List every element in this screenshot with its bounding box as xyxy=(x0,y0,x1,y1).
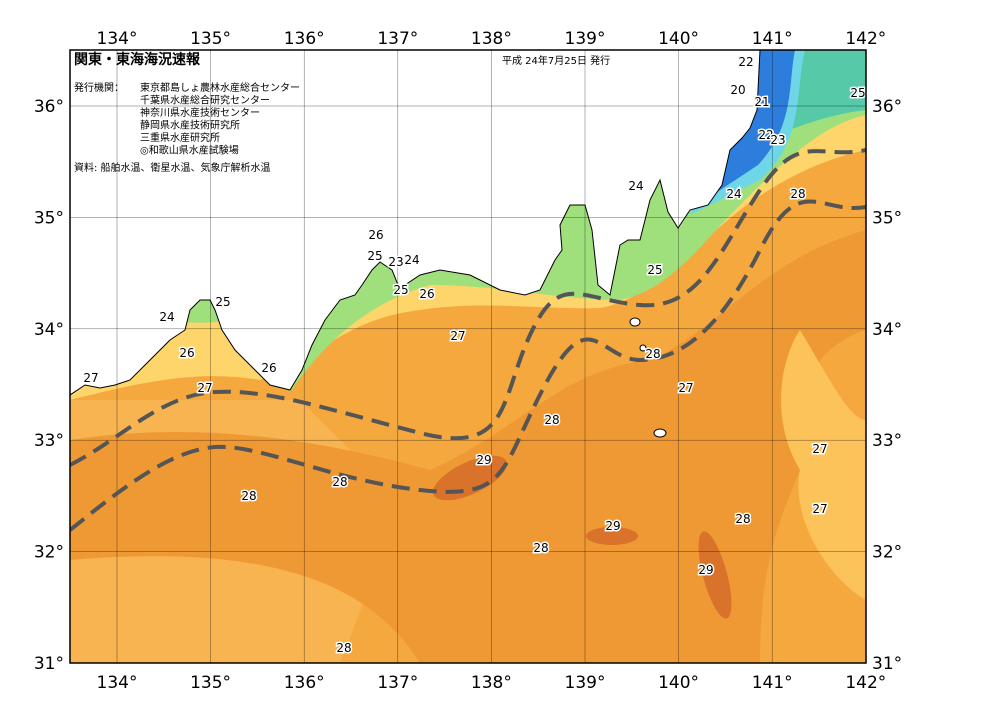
contour-label: 26 xyxy=(261,361,276,375)
warm-core xyxy=(698,531,732,619)
contour-label: 28 xyxy=(332,475,347,489)
lon-label: 135° xyxy=(190,29,231,49)
kuroshio-axis xyxy=(70,199,866,532)
lon-label: 134° xyxy=(97,673,138,693)
contour-label: 26 xyxy=(179,346,194,360)
lon-label: 137° xyxy=(377,673,418,693)
contour-label: 26 xyxy=(368,228,383,242)
lon-label: 139° xyxy=(565,673,606,693)
contour-label: 27 xyxy=(83,371,98,385)
lon-label: 139° xyxy=(565,29,606,49)
issuers: 東京都島しょ農林水産総合センター千葉県水産総合研究センター神奈川県水産技術センタ… xyxy=(140,81,300,157)
contour-label: 24 xyxy=(726,187,741,201)
contour-label: 27 xyxy=(450,329,465,343)
contour-label: 28 xyxy=(241,489,256,503)
issue-date: 平成 24年7月25日 発行 xyxy=(502,54,610,67)
land xyxy=(70,50,761,396)
contour-label: 28 xyxy=(735,512,750,526)
contour-label: 25 xyxy=(367,249,382,263)
contour-label: 24 xyxy=(404,253,419,267)
issuer: 神奈川県水産技術センター xyxy=(140,106,260,119)
lat-label: 31° xyxy=(34,654,64,674)
contour-label: 27 xyxy=(812,502,827,516)
lon-label: 142° xyxy=(845,29,886,49)
issuer: 東京都島しょ農林水産総合センター xyxy=(140,81,300,94)
contour-label: 28 xyxy=(336,641,351,655)
contour-label: 20 xyxy=(730,83,745,97)
lon-label: 141° xyxy=(752,29,793,49)
lat-label: 35° xyxy=(34,208,64,228)
frame xyxy=(69,49,867,664)
lat-label: 34° xyxy=(34,320,64,340)
lon-label: 140° xyxy=(658,29,699,49)
contour-label: 27 xyxy=(678,381,693,395)
contour-label: 24 xyxy=(628,179,643,193)
contour-label: 27 xyxy=(197,381,212,395)
issuer: 静岡県水産技術研究所 xyxy=(140,119,240,132)
warm-core xyxy=(586,527,638,545)
lat-label: 36° xyxy=(34,97,64,117)
lon-label: 137° xyxy=(377,29,418,49)
contour-label: 22 xyxy=(758,128,773,142)
contour-label: 28 xyxy=(533,541,548,555)
contour-label: 22 xyxy=(738,55,753,69)
contour-label: 29 xyxy=(698,563,713,577)
issuer: 三重県水産研究所 xyxy=(140,131,220,144)
lat-label: 33° xyxy=(34,431,64,451)
contour-label: 23 xyxy=(388,255,403,269)
issuer: 千葉県水産総合研究センター xyxy=(140,94,270,107)
lon-label: 134° xyxy=(97,29,138,49)
axis-labels: 134° 134° 135° 135° 136° 136° 137° 137° 138° 138°… xyxy=(34,29,902,693)
contour-label: 25 xyxy=(647,263,662,277)
warm-core xyxy=(433,455,507,501)
lon-label: 136° xyxy=(284,673,325,693)
island xyxy=(629,317,641,327)
contour-label: 28 xyxy=(790,187,805,201)
lat-label: 31° xyxy=(872,654,902,674)
contour-label: 25 xyxy=(393,283,408,297)
contour-label: 29 xyxy=(605,519,620,533)
lon-label: 135° xyxy=(190,673,231,693)
contour-label: 23 xyxy=(770,133,785,147)
title: 関東・東海海況速報 xyxy=(74,51,201,68)
sea-zone xyxy=(781,330,866,600)
contour-label: 26 xyxy=(419,287,434,301)
lon-label: 136° xyxy=(284,29,325,49)
lon-label: 141° xyxy=(752,673,793,693)
contour-label: 29 xyxy=(476,453,491,467)
graticule xyxy=(70,50,866,663)
lat-label: 36° xyxy=(872,97,902,117)
issuer-label: 発行機関： xyxy=(74,81,124,94)
contour-label: 21 xyxy=(754,95,769,109)
contour-label: 25 xyxy=(850,86,865,100)
contour-label: 28 xyxy=(544,413,559,427)
lon-label: 138° xyxy=(471,673,512,693)
lon-label: 140° xyxy=(658,673,699,693)
lon-label: 138° xyxy=(471,29,512,49)
issuer: ◎和歌山県水産試験場 xyxy=(140,144,239,157)
lat-label: 32° xyxy=(34,543,64,563)
sea-zone xyxy=(70,230,866,663)
kuroshio-axis xyxy=(70,148,866,467)
lon-label: 142° xyxy=(845,673,886,693)
contour-label: 28 xyxy=(645,347,660,361)
contour-label: 27 xyxy=(812,442,827,456)
lat-label: 32° xyxy=(872,543,902,563)
lat-label: 33° xyxy=(872,431,902,451)
island xyxy=(653,428,667,438)
lat-label: 35° xyxy=(872,208,902,228)
contour-label: 25 xyxy=(215,295,230,309)
lat-label: 34° xyxy=(872,320,902,340)
source: 資料: 船舶水温、衛星水温、気象庁解析水温 xyxy=(74,161,271,174)
island xyxy=(639,344,647,352)
contour-label: 24 xyxy=(159,310,174,324)
